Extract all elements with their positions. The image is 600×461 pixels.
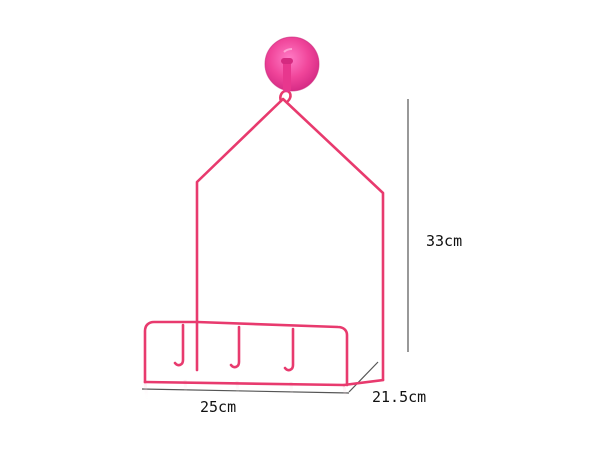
wire-rack	[143, 89, 385, 387]
rack-tray-left	[143, 320, 199, 384]
suction-cup	[264, 36, 320, 92]
depth-label: 21.5cm	[372, 388, 427, 406]
rack-tray-front	[143, 380, 346, 387]
rack-back-frame	[195, 97, 385, 382]
rack-tray-right	[342, 378, 385, 387]
rack-hook-2	[229, 325, 241, 369]
height-label: 33cm	[426, 232, 463, 250]
rack-tray-rail	[195, 320, 349, 387]
rack-hook-3	[283, 327, 295, 372]
width-dimension-line	[141, 388, 350, 394]
depth-dimension-line	[348, 361, 379, 393]
rack-hook-1	[173, 323, 185, 367]
width-label: 25cm	[200, 398, 237, 416]
